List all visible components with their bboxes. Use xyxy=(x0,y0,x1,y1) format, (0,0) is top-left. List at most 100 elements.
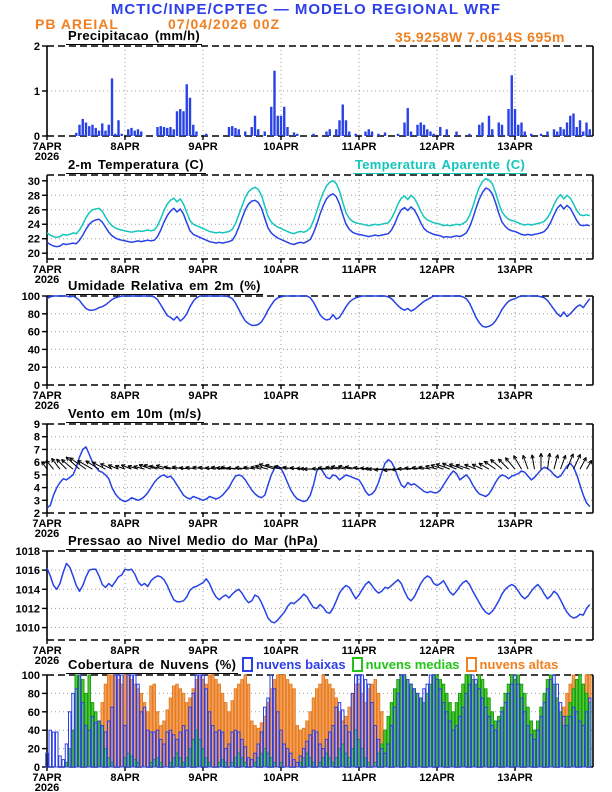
legend-label-high-clouds: nuvens altas xyxy=(479,657,559,672)
y-tick-label: 30 xyxy=(28,176,40,188)
x-tick-label: 7APR xyxy=(32,518,61,530)
y-tick-label: 80 xyxy=(28,688,40,700)
y-tick-label: 20 xyxy=(28,248,40,260)
x-tick-label: 9APR xyxy=(188,518,217,530)
y-tick-label: 0 xyxy=(34,762,40,774)
y-tick-label: 1010 xyxy=(16,623,40,635)
panel-title-temperature: 2-m Temperatura (C) xyxy=(66,157,206,174)
x-tick-label: 11APR xyxy=(342,264,377,276)
y-tick-label: 26 xyxy=(28,205,40,217)
y-tick-label: 1 xyxy=(34,86,40,98)
y-tick-label: 1012 xyxy=(16,603,40,615)
panel-title-pressure: Pressao ao Nivel Medio do Mar (hPa) xyxy=(66,533,321,550)
y-tick-label: 40 xyxy=(28,725,40,737)
x-tick-label: 10APR xyxy=(263,772,299,784)
x-tick-label: 9APR xyxy=(188,772,217,784)
x-tick-label: 10APR xyxy=(263,390,299,402)
report-title: MCTIC/INPE/CPTEC — MODELO REGIONAL WRF xyxy=(110,1,502,18)
panel-title-precipitation: Precipitacao (mm/h) xyxy=(66,28,202,45)
x-tick-label: 11APR xyxy=(342,518,377,530)
legend-label-low-clouds: nuvens baixas xyxy=(256,657,346,672)
y-tick-label: 0 xyxy=(34,380,40,392)
x-tick-label: 12APR xyxy=(419,645,455,657)
x-tick-label: 8APR xyxy=(110,264,139,276)
x-tick-label: 12APR xyxy=(419,141,455,153)
legend-label-mid-clouds: nuvens medias xyxy=(365,657,460,672)
x-tick-label: 11APR xyxy=(342,645,377,657)
x-tick-label: 13APR xyxy=(497,390,533,402)
y-tick-label: 60 xyxy=(28,707,40,719)
high-clouds-swatch-icon xyxy=(465,657,477,672)
cloud-legend: nuvens baixas nuvens medias nuvens altas xyxy=(242,657,558,672)
y-tick-label: 100 xyxy=(22,670,40,682)
panel-title-wind: Vento em 10m (m/s) xyxy=(66,406,204,423)
x-tick-label: 10APR xyxy=(263,264,299,276)
panel-title-clouds: Cobertura de Nuvens (%) xyxy=(66,657,239,674)
x-tick-label: 13APR xyxy=(497,141,533,153)
mid-clouds-swatch-icon xyxy=(351,657,363,672)
x-tick-label: 13APR xyxy=(497,772,533,784)
x-tick-label: 12APR xyxy=(419,264,455,276)
x-tick-label: 8APR xyxy=(110,390,139,402)
x-tick-label: 8APR xyxy=(110,518,139,530)
location-coordinates: 35.9258W 7.0614S 695m xyxy=(394,29,565,45)
x-tick-label: 8APR xyxy=(110,772,139,784)
x-tick-label: 13APR xyxy=(497,264,533,276)
x-tick-label: 9APR xyxy=(188,645,217,657)
y-tick-label: 20 xyxy=(28,744,40,756)
y-tick-label: 20 xyxy=(28,362,40,374)
y-tick-label: 4 xyxy=(34,483,41,495)
y-tick-label: 100 xyxy=(22,291,40,303)
panel-title-humidity: Umidade Relativa em 2m (%) xyxy=(66,278,263,295)
y-tick-label: 60 xyxy=(28,327,40,339)
y-tick-label: 5 xyxy=(34,470,40,482)
x-tick-label: 13APR xyxy=(497,645,533,657)
x-tick-label: 10APR xyxy=(263,645,299,657)
y-tick-label: 6 xyxy=(34,457,40,469)
x-tick-label: 9APR xyxy=(188,264,217,276)
y-tick-label: 8 xyxy=(34,432,40,444)
legend-item-high-clouds: nuvens altas xyxy=(465,657,559,672)
x-axis-year-label: 2026 xyxy=(35,782,59,792)
x-tick-label: 12APR xyxy=(419,518,455,530)
run-datetime: 07/04/2026 00Z xyxy=(168,16,281,32)
y-tick-label: 2 xyxy=(34,41,40,53)
y-tick-label: 28 xyxy=(28,190,40,202)
x-axis-year-label: 2026 xyxy=(35,151,59,163)
y-tick-label: 80 xyxy=(28,309,40,321)
x-tick-label: 7APR xyxy=(32,390,61,402)
y-tick-label: 2 xyxy=(34,508,40,520)
x-tick-label: 11APR xyxy=(342,772,377,784)
y-tick-label: 3 xyxy=(34,495,40,507)
x-tick-label: 9APR xyxy=(188,141,217,153)
x-tick-label: 7APR xyxy=(32,141,61,153)
y-tick-label: 24 xyxy=(28,219,41,231)
x-tick-label: 12APR xyxy=(419,772,455,784)
x-tick-label: 10APR xyxy=(263,141,299,153)
x-axis-year-label: 2026 xyxy=(35,274,59,286)
x-tick-label: 11APR xyxy=(342,390,377,402)
y-tick-label: 40 xyxy=(28,344,40,356)
x-axis-year-label: 2026 xyxy=(35,655,59,667)
y-tick-label: 9 xyxy=(34,419,40,431)
legend-item-mid-clouds: nuvens medias xyxy=(351,657,460,672)
x-tick-label: 9APR xyxy=(188,390,217,402)
x-tick-label: 8APR xyxy=(110,645,139,657)
x-axis-year-label: 2026 xyxy=(35,528,59,540)
y-tick-label: 1018 xyxy=(16,546,40,558)
x-tick-label: 8APR xyxy=(110,141,139,153)
x-tick-label: 10APR xyxy=(263,518,299,530)
y-tick-label: 22 xyxy=(28,234,40,246)
x-tick-label: 12APR xyxy=(419,390,455,402)
station-label: PB AREIAL xyxy=(35,16,119,32)
y-tick-label: 1016 xyxy=(16,565,40,577)
y-tick-label: 0 xyxy=(34,131,40,143)
x-tick-label: 7APR xyxy=(32,645,61,657)
x-tick-label: 13APR xyxy=(497,518,533,530)
panel-title-apparent-temperature: Temperatura Aparente (C) xyxy=(353,157,528,174)
x-tick-label: 7APR xyxy=(32,264,61,276)
y-tick-label: 7 xyxy=(34,444,40,456)
y-tick-label: 1014 xyxy=(16,584,41,596)
